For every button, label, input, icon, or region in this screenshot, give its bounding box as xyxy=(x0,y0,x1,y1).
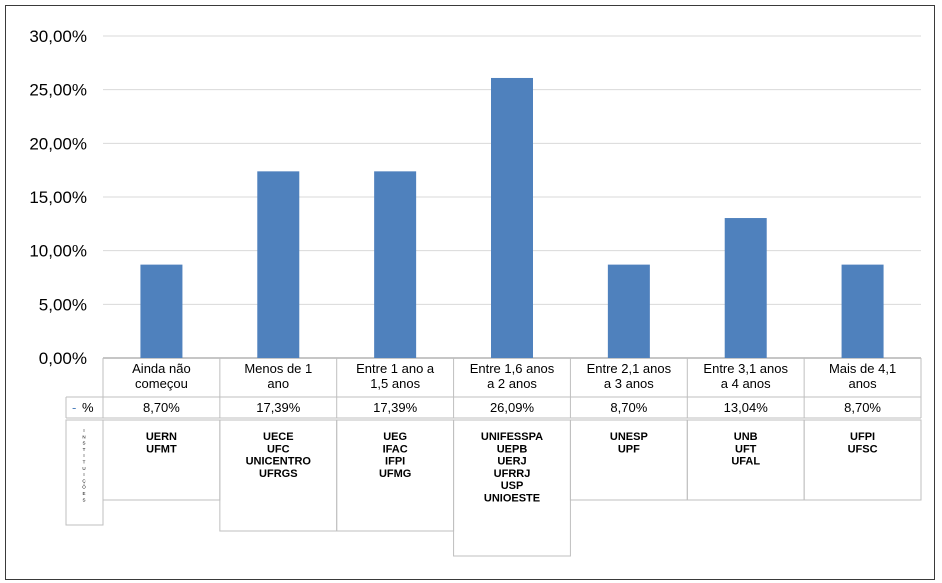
institution-label: IFAC xyxy=(383,443,408,455)
x-tick-label: Mais de 4,1 xyxy=(829,361,896,376)
x-tick-label: a 4 anos xyxy=(721,376,771,391)
x-tick-label: ano xyxy=(267,376,289,391)
institution-label: USP xyxy=(501,480,524,492)
x-tick-label: Menos de 1 xyxy=(244,361,312,376)
bar xyxy=(257,171,299,358)
x-tick-label: começou xyxy=(135,376,188,391)
y-tick-label: 15,00% xyxy=(29,188,87,207)
institution-label: UEG xyxy=(383,431,407,443)
data-label: 17,39% xyxy=(373,400,418,415)
x-tick-label: Ainda não xyxy=(132,361,191,376)
y-tick-label: 10,00% xyxy=(29,242,87,261)
institution-label: UFMG xyxy=(379,468,411,480)
bar xyxy=(725,218,767,358)
y-tick-label: 5,00% xyxy=(39,295,87,314)
x-tick-label: a 3 anos xyxy=(604,376,654,391)
x-tick-label: Entre 1 ano a xyxy=(356,361,435,376)
x-tick-label: 1,5 anos xyxy=(370,376,420,391)
bar xyxy=(491,78,533,358)
x-tick-label: a 2 anos xyxy=(487,376,537,391)
institution-label: UNIFESSPA xyxy=(481,431,543,443)
institution-label: UPF xyxy=(618,443,640,455)
institution-label: UECE xyxy=(263,431,294,443)
data-label: 13,04% xyxy=(724,400,769,415)
data-label: 8,70% xyxy=(844,400,881,415)
institution-label: IFPI xyxy=(385,456,405,468)
data-label: 17,39% xyxy=(256,400,301,415)
institution-label: UFAL xyxy=(731,456,760,468)
institution-label: UFC xyxy=(267,443,290,455)
institution-label: UNB xyxy=(734,431,758,443)
x-tick-label: Entre 1,6 anos xyxy=(470,361,555,376)
bar xyxy=(842,265,884,358)
institution-label: UFT xyxy=(735,443,757,455)
x-tick-label: Entre 2,1 anos xyxy=(587,361,672,376)
institution-label: UNESP xyxy=(610,431,648,443)
bar xyxy=(140,265,182,358)
x-tick-label: Entre 3,1 anos xyxy=(703,361,788,376)
bar xyxy=(608,265,650,358)
y-tick-label: 30,00% xyxy=(29,27,87,46)
institution-label: UFSC xyxy=(848,443,878,455)
series-label: % xyxy=(82,400,94,415)
institution-label: UFPI xyxy=(850,431,875,443)
institution-label: UEPB xyxy=(497,443,528,455)
institution-label: UFMT xyxy=(146,443,177,455)
y-tick-label: 25,00% xyxy=(29,81,87,100)
y-tick-label: 20,00% xyxy=(29,134,87,153)
institution-label: UNIOESTE xyxy=(484,493,540,505)
data-label: 8,70% xyxy=(610,400,647,415)
institution-label: UFRRJ xyxy=(494,468,531,480)
data-label: 26,09% xyxy=(490,400,535,415)
legend-marker: - xyxy=(72,400,76,415)
institution-label: UERN xyxy=(146,431,177,443)
institution-label: UFRGS xyxy=(259,468,298,480)
x-tick-label: anos xyxy=(848,376,877,391)
institution-label: UERJ xyxy=(497,456,526,468)
data-label: 8,70% xyxy=(143,400,180,415)
institution-label: UNICENTRO xyxy=(246,456,312,468)
bar xyxy=(374,171,416,358)
y-tick-label: 0,00% xyxy=(39,349,87,368)
